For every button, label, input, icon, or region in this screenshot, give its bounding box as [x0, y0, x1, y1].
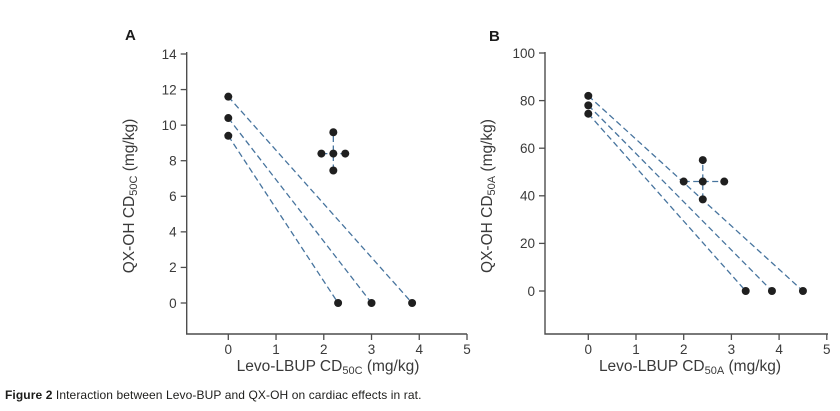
panel-a-y-axis-label: QX-OH CD50C (mg/kg)	[121, 119, 140, 274]
additivity-line	[227, 96, 413, 304]
y-tick-label: 2	[169, 260, 177, 275]
y-tick-label: 60	[520, 141, 535, 156]
additivity-line	[587, 113, 747, 292]
additivity-line	[227, 117, 373, 304]
data-point	[679, 177, 688, 186]
y-tick-label: 0	[169, 296, 177, 311]
x-tick-label: 1	[272, 342, 280, 357]
data-point	[698, 195, 707, 204]
y-tick-label: 8	[169, 154, 177, 169]
data-point	[224, 114, 233, 123]
x-tick-label: 5	[463, 342, 471, 357]
y-tick-label: 14	[162, 47, 178, 62]
x-tick-label: 0	[585, 342, 593, 357]
data-point	[767, 287, 776, 295]
x-tick-label: 4	[416, 342, 424, 357]
data-point	[224, 92, 233, 101]
data-point	[329, 128, 338, 137]
data-point	[584, 109, 593, 118]
data-point	[584, 101, 593, 110]
data-point	[720, 177, 729, 186]
axis-lines	[186, 52, 467, 335]
y-tick-label: 0	[527, 284, 535, 299]
y-tick-label: 100	[512, 46, 535, 61]
figure-caption: Figure 2 Interaction between Levo-BUP an…	[5, 388, 422, 402]
data-point	[408, 299, 417, 307]
data-point	[698, 177, 707, 186]
y-tick-label: 12	[162, 82, 177, 97]
axis-lines	[544, 52, 828, 335]
data-point	[317, 149, 326, 158]
panel-a-letter: A	[125, 27, 136, 44]
figure-caption-text: Interaction between Levo-BUP and QX-OH o…	[52, 388, 422, 402]
y-tick-label: 20	[520, 236, 535, 251]
data-point	[741, 287, 750, 295]
x-tick-label: 4	[775, 342, 783, 357]
panel-b: B 0 20 40 60 80 100 0 1 2 3 4 5 Levo-LBUP CD50A (mg…	[479, 28, 831, 377]
additivity-line	[227, 135, 339, 304]
data-point	[341, 149, 350, 158]
panel-b-y-axis-label: QX-OH CD50A (mg/kg)	[479, 119, 498, 273]
data-point	[798, 287, 807, 295]
y-tick-label: 80	[520, 93, 535, 108]
panel-b-letter: B	[489, 28, 500, 45]
y-tick-label: 40	[520, 189, 535, 204]
x-tick-label: 2	[320, 342, 328, 357]
x-tick-label: 5	[823, 342, 831, 357]
x-tick-label: 3	[728, 342, 736, 357]
x-tick-label: 3	[368, 342, 376, 357]
data-point	[334, 299, 343, 307]
data-point	[329, 166, 338, 175]
y-tick-label: 10	[162, 118, 177, 133]
panel-a-x-axis-label: Levo-LBUP CD50C (mg/kg)	[237, 358, 420, 377]
data-point	[584, 91, 593, 100]
x-tick-label: 2	[680, 342, 688, 357]
additivity-line	[587, 95, 804, 292]
figure-caption-number: Figure 2	[5, 388, 53, 402]
y-tick-label: 6	[169, 189, 177, 204]
panel-b-plot-area: 0 20 40 60 80 100 0 1 2 3 4 5	[512, 46, 830, 357]
data-point	[367, 299, 376, 307]
panel-b-x-axis-label: Levo-LBUP CD50A (mg/kg)	[599, 358, 781, 377]
additivity-line	[587, 104, 773, 292]
data-point	[224, 131, 233, 140]
y-tick-label: 4	[169, 225, 177, 240]
data-point	[698, 156, 707, 165]
x-tick-label: 1	[632, 342, 640, 357]
data-point	[329, 149, 338, 158]
x-tick-label: 0	[225, 342, 233, 357]
